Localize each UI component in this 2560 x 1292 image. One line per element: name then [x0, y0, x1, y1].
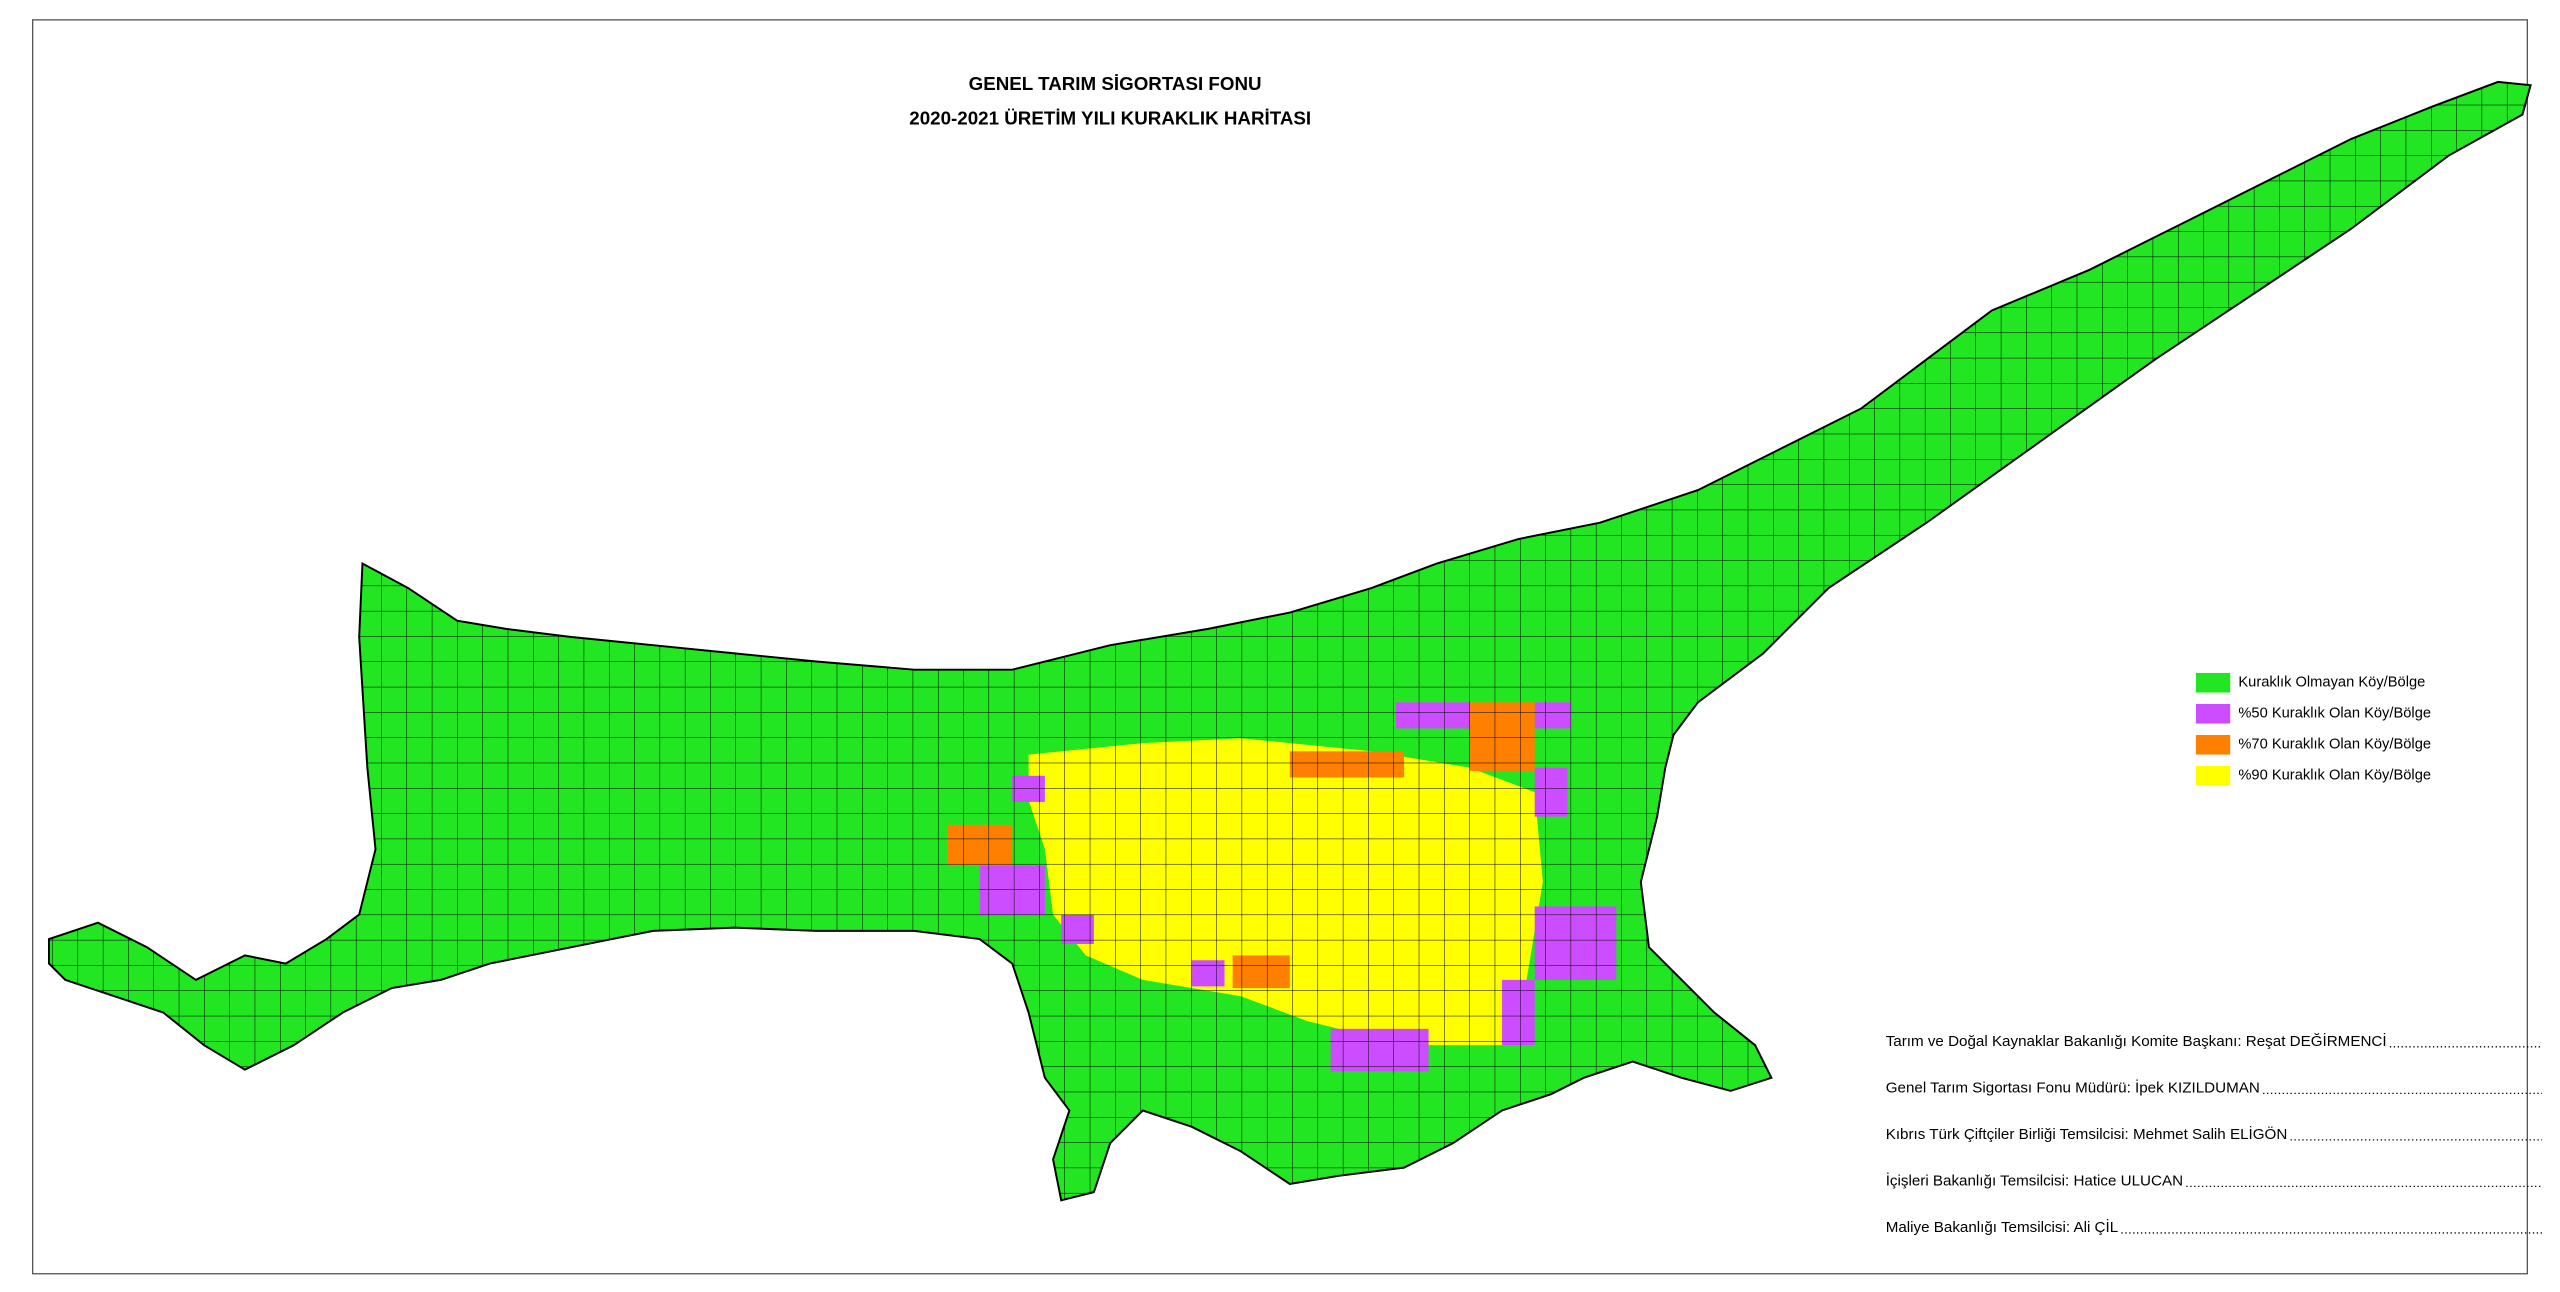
legend-label: %70 Kuraklık Olan Köy/Bölge [2238, 737, 2431, 753]
legend-label: Kuraklık Olmayan Köy/Bölge [2238, 675, 2425, 691]
signature-line: İçişleri Bakanlığı Temsilcisi: Hatice UL… [1886, 1172, 2183, 1190]
map-title: GENEL TARIM SİGORTASI FONU [969, 73, 1262, 94]
signature-line: Tarım ve Doğal Kaynaklar Bakanlığı Komit… [1886, 1032, 2387, 1050]
legend-label: %90 Kuraklık Olan Köy/Bölge [2238, 768, 2431, 784]
legend-label: %50 Kuraklık Olan Köy/Bölge [2238, 706, 2431, 722]
legend-swatch [2195, 703, 2231, 724]
legend-swatch [2195, 734, 2231, 755]
signature-line: Maliye Bakanlığı Temsilcisi: Ali ÇİL [1886, 1218, 2118, 1236]
legend-swatch [2195, 766, 2231, 786]
signature-line: Genel Tarım Sigortası Fonu Müdürü: İpek … [1886, 1078, 2260, 1096]
legend-swatch [2195, 672, 2231, 693]
signatures: Tarım ve Doğal Kaynaklar Bakanlığı Komit… [1886, 1032, 2543, 1236]
frame [32, 19, 2528, 1275]
legend: Kuraklık Olmayan Köy/Bölge %50 Kuraklık O… [2195, 672, 2431, 786]
map-subtitle: 2020-2021 ÜRETİM YILI KURAKLIK HARİTASI [909, 107, 1311, 128]
signature-line: Kıbrıs Türk Çiftçiler Birliği Temsilcisi… [1886, 1125, 2288, 1143]
